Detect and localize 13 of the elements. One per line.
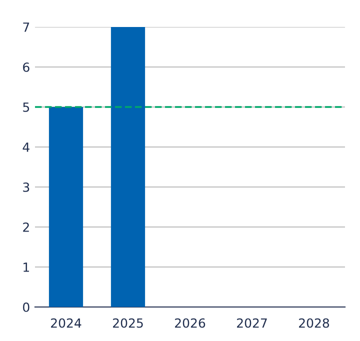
y-tick-label: 1	[24, 262, 29, 272]
x-tick-label: 2028	[299, 318, 330, 328]
y-tick-label: 7	[23, 22, 30, 32]
x-tick-label: 2026	[175, 318, 206, 328]
y-tick-label: 5	[23, 102, 30, 112]
y-tick-label: 3	[23, 182, 30, 192]
y-tick-label: 2	[23, 222, 29, 232]
x-tick-label: 2025	[113, 318, 143, 328]
x-tick-label: 2027	[237, 318, 267, 328]
y-tick-label: 0	[23, 302, 30, 312]
y-tick-label: 6	[23, 62, 30, 72]
x-tick-label: 2024	[51, 318, 82, 328]
y-tick-label: 4	[22, 142, 30, 152]
